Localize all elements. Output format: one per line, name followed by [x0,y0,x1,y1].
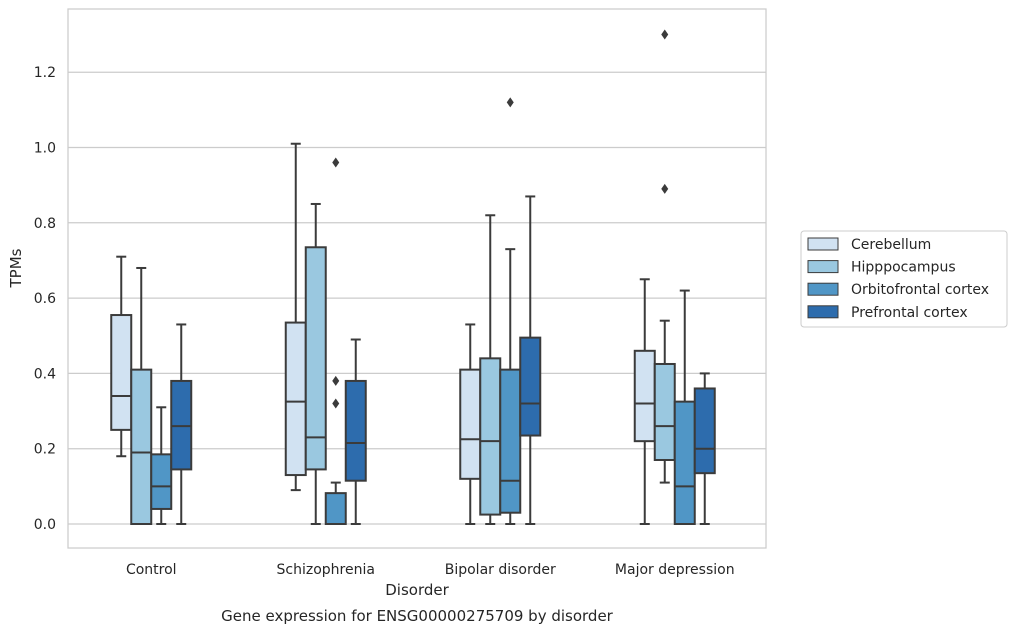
outlier-point [661,183,669,194]
x-tick-label: Control [126,562,177,578]
box-major-depression-prefrontal-cortex [693,372,716,525]
chart-title: Gene expression for ENSG00000275709 by d… [221,607,614,625]
box-control-orbitofrontal-cortex [150,406,173,525]
box-major-depression-cerebellum [633,278,656,525]
box-bipolar-disorder-orbitofrontal-cortex [499,97,522,525]
box-iqr [110,314,133,431]
outlier-point [332,375,340,386]
y-tick-labels: 0.0 0.2 0.4 0.6 0.8 1.0 1.2 [34,65,56,533]
box-control-prefrontal-cortex [170,323,193,525]
legend-swatch [807,237,839,251]
legend-label: Hipppocampus [851,260,956,276]
x-tick-label: Bipolar disorder [445,562,556,578]
box-iqr [304,246,327,471]
box-groups [110,29,716,526]
x-tick-labels: Control Schizophrenia Bipolar disorder Majo… [126,562,735,578]
box-schizophrenia-hipppocampus [304,202,327,525]
box-iqr [324,492,347,526]
y-tick-label: 0.0 [34,517,56,533]
x-tick-label: Major depression [615,562,735,578]
box-iqr [344,379,367,482]
box-iqr [519,336,542,437]
outlier-point [332,398,340,409]
box-iqr [130,368,153,526]
y-tick-label: 0.8 [34,216,56,232]
y-tick-label: 1.2 [34,65,56,81]
box-schizophrenia-cerebellum [284,142,307,492]
outlier-point [661,29,669,40]
legend: Cerebellum Hipppocampus Orbitofrontal cort… [800,230,1008,328]
y-tick-label: 1.0 [34,141,56,157]
x-axis-label: Disorder [385,581,449,599]
box-iqr [284,321,307,477]
box-iqr [499,368,522,514]
legend-swatch [807,260,839,274]
y-tick-label: 0.6 [34,291,56,307]
y-tick-label: 0.2 [34,442,56,458]
box-schizophrenia-prefrontal-cortex [344,338,367,525]
box-iqr [479,357,502,516]
legend-swatch [807,305,839,319]
box-control-cerebellum [110,255,133,458]
outlier-point [332,157,340,168]
legend-label: Cerebellum [851,237,931,253]
y-axis-label: TPMs [7,248,25,288]
x-tick-label: Schizophrenia [277,562,375,578]
box-major-depression-hipppocampus [653,29,676,484]
box-iqr [150,453,173,510]
box-major-depression-orbitofrontal-cortex [673,289,696,526]
box-bipolar-disorder-hipppocampus [479,214,502,525]
legend-frame [800,230,1008,328]
outlier-point [506,97,514,108]
legend-swatch [807,282,839,296]
plot-frame [67,8,767,549]
box-schizophrenia-orbitofrontal-cortex [324,157,347,526]
box-control-hipppocampus [130,266,153,526]
box-iqr [673,400,696,526]
y-tick-label: 0.4 [34,366,56,382]
legend-label: Orbitofrontal cortex [851,282,989,298]
box-iqr [653,362,676,461]
box-iqr [459,368,482,480]
box-iqr [693,387,716,475]
box-bipolar-disorder-prefrontal-cortex [519,195,542,525]
legend-label: Prefrontal cortex [851,305,968,321]
box-iqr [633,349,656,443]
